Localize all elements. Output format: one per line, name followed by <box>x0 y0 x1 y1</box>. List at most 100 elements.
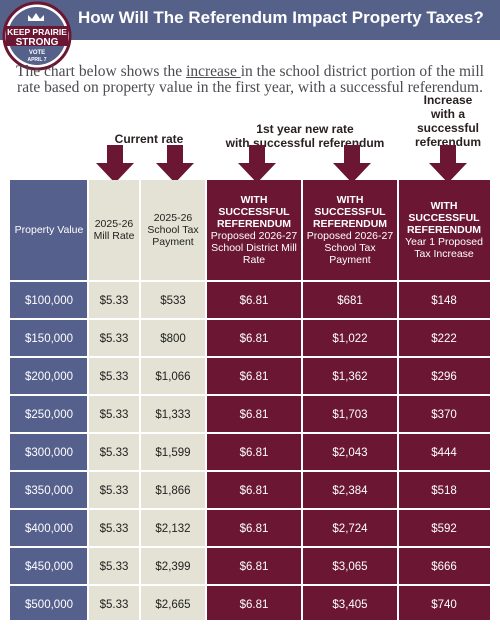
arrow-down-icon <box>429 145 467 183</box>
table-cell: $2,665 <box>155 599 191 611</box>
table-cell: $100,000 <box>25 295 73 307</box>
table-cell: $1,599 <box>155 447 191 459</box>
table-cell: $2,132 <box>155 523 191 535</box>
table-cell: $148 <box>431 295 457 307</box>
column-divider <box>87 180 89 620</box>
row-divider <box>10 470 490 472</box>
table-cell: $740 <box>431 599 457 611</box>
table-column: Property Value $100,000 $150,000 $200,000 $2… <box>10 180 88 620</box>
intro-underlined: increase <box>186 63 241 80</box>
column-header-text: 2025-26 Mill Rate <box>93 218 135 242</box>
table-column: 2025-26 Mill Rate $5.33 $5.33 $5.33 $5.33 $5.… <box>88 180 140 620</box>
table-cell: $2,399 <box>155 561 191 573</box>
label-increase-line4: referendum <box>414 135 482 149</box>
table-cell: $666 <box>431 561 457 573</box>
arrow-down-icon <box>238 145 276 183</box>
label-current-rate: Current rate <box>114 132 184 146</box>
column-header-text: Proposed 2026-27 School Tax Payment <box>306 230 394 266</box>
table-cell: $222 <box>431 333 457 345</box>
table-cell: $3,065 <box>332 561 368 573</box>
row-divider <box>10 546 490 548</box>
table-cell: $370 <box>431 409 457 421</box>
table-cell: $1,333 <box>155 409 191 421</box>
table-cell: $5.33 <box>99 409 129 421</box>
column-header: 2025-26 School Tax Payment <box>140 180 206 280</box>
table-cell: $500,000 <box>25 599 73 611</box>
table-column: WITH SUCCESSFUL REFERENDUM Year 1 Propose… <box>398 180 490 620</box>
table-cell: $300,000 <box>25 447 73 459</box>
table-cell: $6.81 <box>239 599 269 611</box>
table-cell: $350,000 <box>25 485 73 497</box>
column-header-text: Year 1 Proposed Tax Increase <box>405 236 483 260</box>
table-cell: $2,043 <box>332 447 368 459</box>
label-new-rate: 1st year new rate with successful refere… <box>210 122 400 150</box>
column-divider <box>397 180 399 620</box>
row-divider <box>10 432 490 434</box>
logo-line4: APRIL 7 <box>27 57 46 63</box>
table-cell: $5.33 <box>99 523 129 535</box>
table-cell: $3,405 <box>332 599 368 611</box>
table-cell: $296 <box>431 371 457 383</box>
table-cell: $5.33 <box>99 561 129 573</box>
table-cell: $5.33 <box>99 295 129 307</box>
arrow-down-icon <box>156 145 194 183</box>
page-title: How Will The Referendum Impact Property … <box>78 8 484 27</box>
column-header-text: 2025-26 School Tax Payment <box>147 212 199 248</box>
row-divider <box>10 280 490 282</box>
header-bar: How Will The Referendum Impact Property … <box>0 0 500 40</box>
table-cell: $2,724 <box>332 523 368 535</box>
table-cell: $533 <box>160 295 186 307</box>
table-cell: $6.81 <box>239 523 269 535</box>
column-header-emphasis: WITH SUCCESSFUL REFERENDUM <box>216 194 292 230</box>
row-divider <box>10 584 490 586</box>
table-cell: $400,000 <box>25 523 73 535</box>
table-cell: $6.81 <box>239 409 269 421</box>
row-divider <box>10 318 490 320</box>
table-cell: $5.33 <box>99 485 129 497</box>
table-cell: $6.81 <box>239 485 269 497</box>
row-divider <box>10 394 490 396</box>
label-increase-line2: with a <box>430 107 465 121</box>
table-cell: $5.33 <box>99 599 129 611</box>
column-header: WITH SUCCESSFUL REFERENDUM Proposed 2026-… <box>302 180 398 280</box>
table-cell: $1,866 <box>155 485 191 497</box>
label-new-rate-line1: 1st year new rate <box>256 122 354 136</box>
keep-prairie-strong-logo: KEEP PRAIRIE STRONG VOTE APRIL 7 <box>2 1 72 71</box>
column-header-text: Property Value <box>14 224 84 236</box>
arrow-down-icon <box>96 145 134 183</box>
column-header: WITH SUCCESSFUL REFERENDUM Year 1 Propose… <box>398 180 490 280</box>
column-header: WITH SUCCESSFUL REFERENDUM Proposed 2026-… <box>206 180 302 280</box>
table-cell: $800 <box>160 333 186 345</box>
column-header: 2025-26 Mill Rate <box>88 180 140 280</box>
table-cell: $1,703 <box>332 409 368 421</box>
table-cell: $518 <box>431 485 457 497</box>
column-divider <box>301 180 303 620</box>
table-cell: $444 <box>431 447 457 459</box>
table-cell: $6.81 <box>239 333 269 345</box>
table-cell: $6.81 <box>239 447 269 459</box>
table-cell: $6.81 <box>239 371 269 383</box>
table-cell: $250,000 <box>25 409 73 421</box>
table-cell: $5.33 <box>99 333 129 345</box>
table-cell: $1,362 <box>332 371 368 383</box>
table-cell: $1,066 <box>155 371 191 383</box>
table-column: WITH SUCCESSFUL REFERENDUM Proposed 2026-… <box>206 180 302 620</box>
label-increase-line3: successful <box>416 121 480 135</box>
intro-after: in the school district portion of the mi… <box>17 63 484 96</box>
column-divider <box>205 180 207 620</box>
table-cell: $5.33 <box>99 447 129 459</box>
label-increase: Increase with a successful referendum <box>398 93 498 149</box>
property-tax-table: Property Value $100,000 $150,000 $200,000 $2… <box>10 180 490 620</box>
table-cell: $6.81 <box>239 561 269 573</box>
label-increase-line1: Increase <box>423 93 473 107</box>
table-cell: $592 <box>431 523 457 535</box>
table-cell: $200,000 <box>25 371 73 383</box>
column-header: Property Value <box>10 180 88 280</box>
intro-before: The chart below shows the <box>16 63 187 80</box>
column-divider <box>139 180 141 620</box>
table-cell: $681 <box>337 295 363 307</box>
table-cell: $6.81 <box>239 295 269 307</box>
logo-line2: STRONG <box>16 37 59 48</box>
arrow-down-icon <box>333 145 371 183</box>
table-cell: $5.33 <box>99 371 129 383</box>
